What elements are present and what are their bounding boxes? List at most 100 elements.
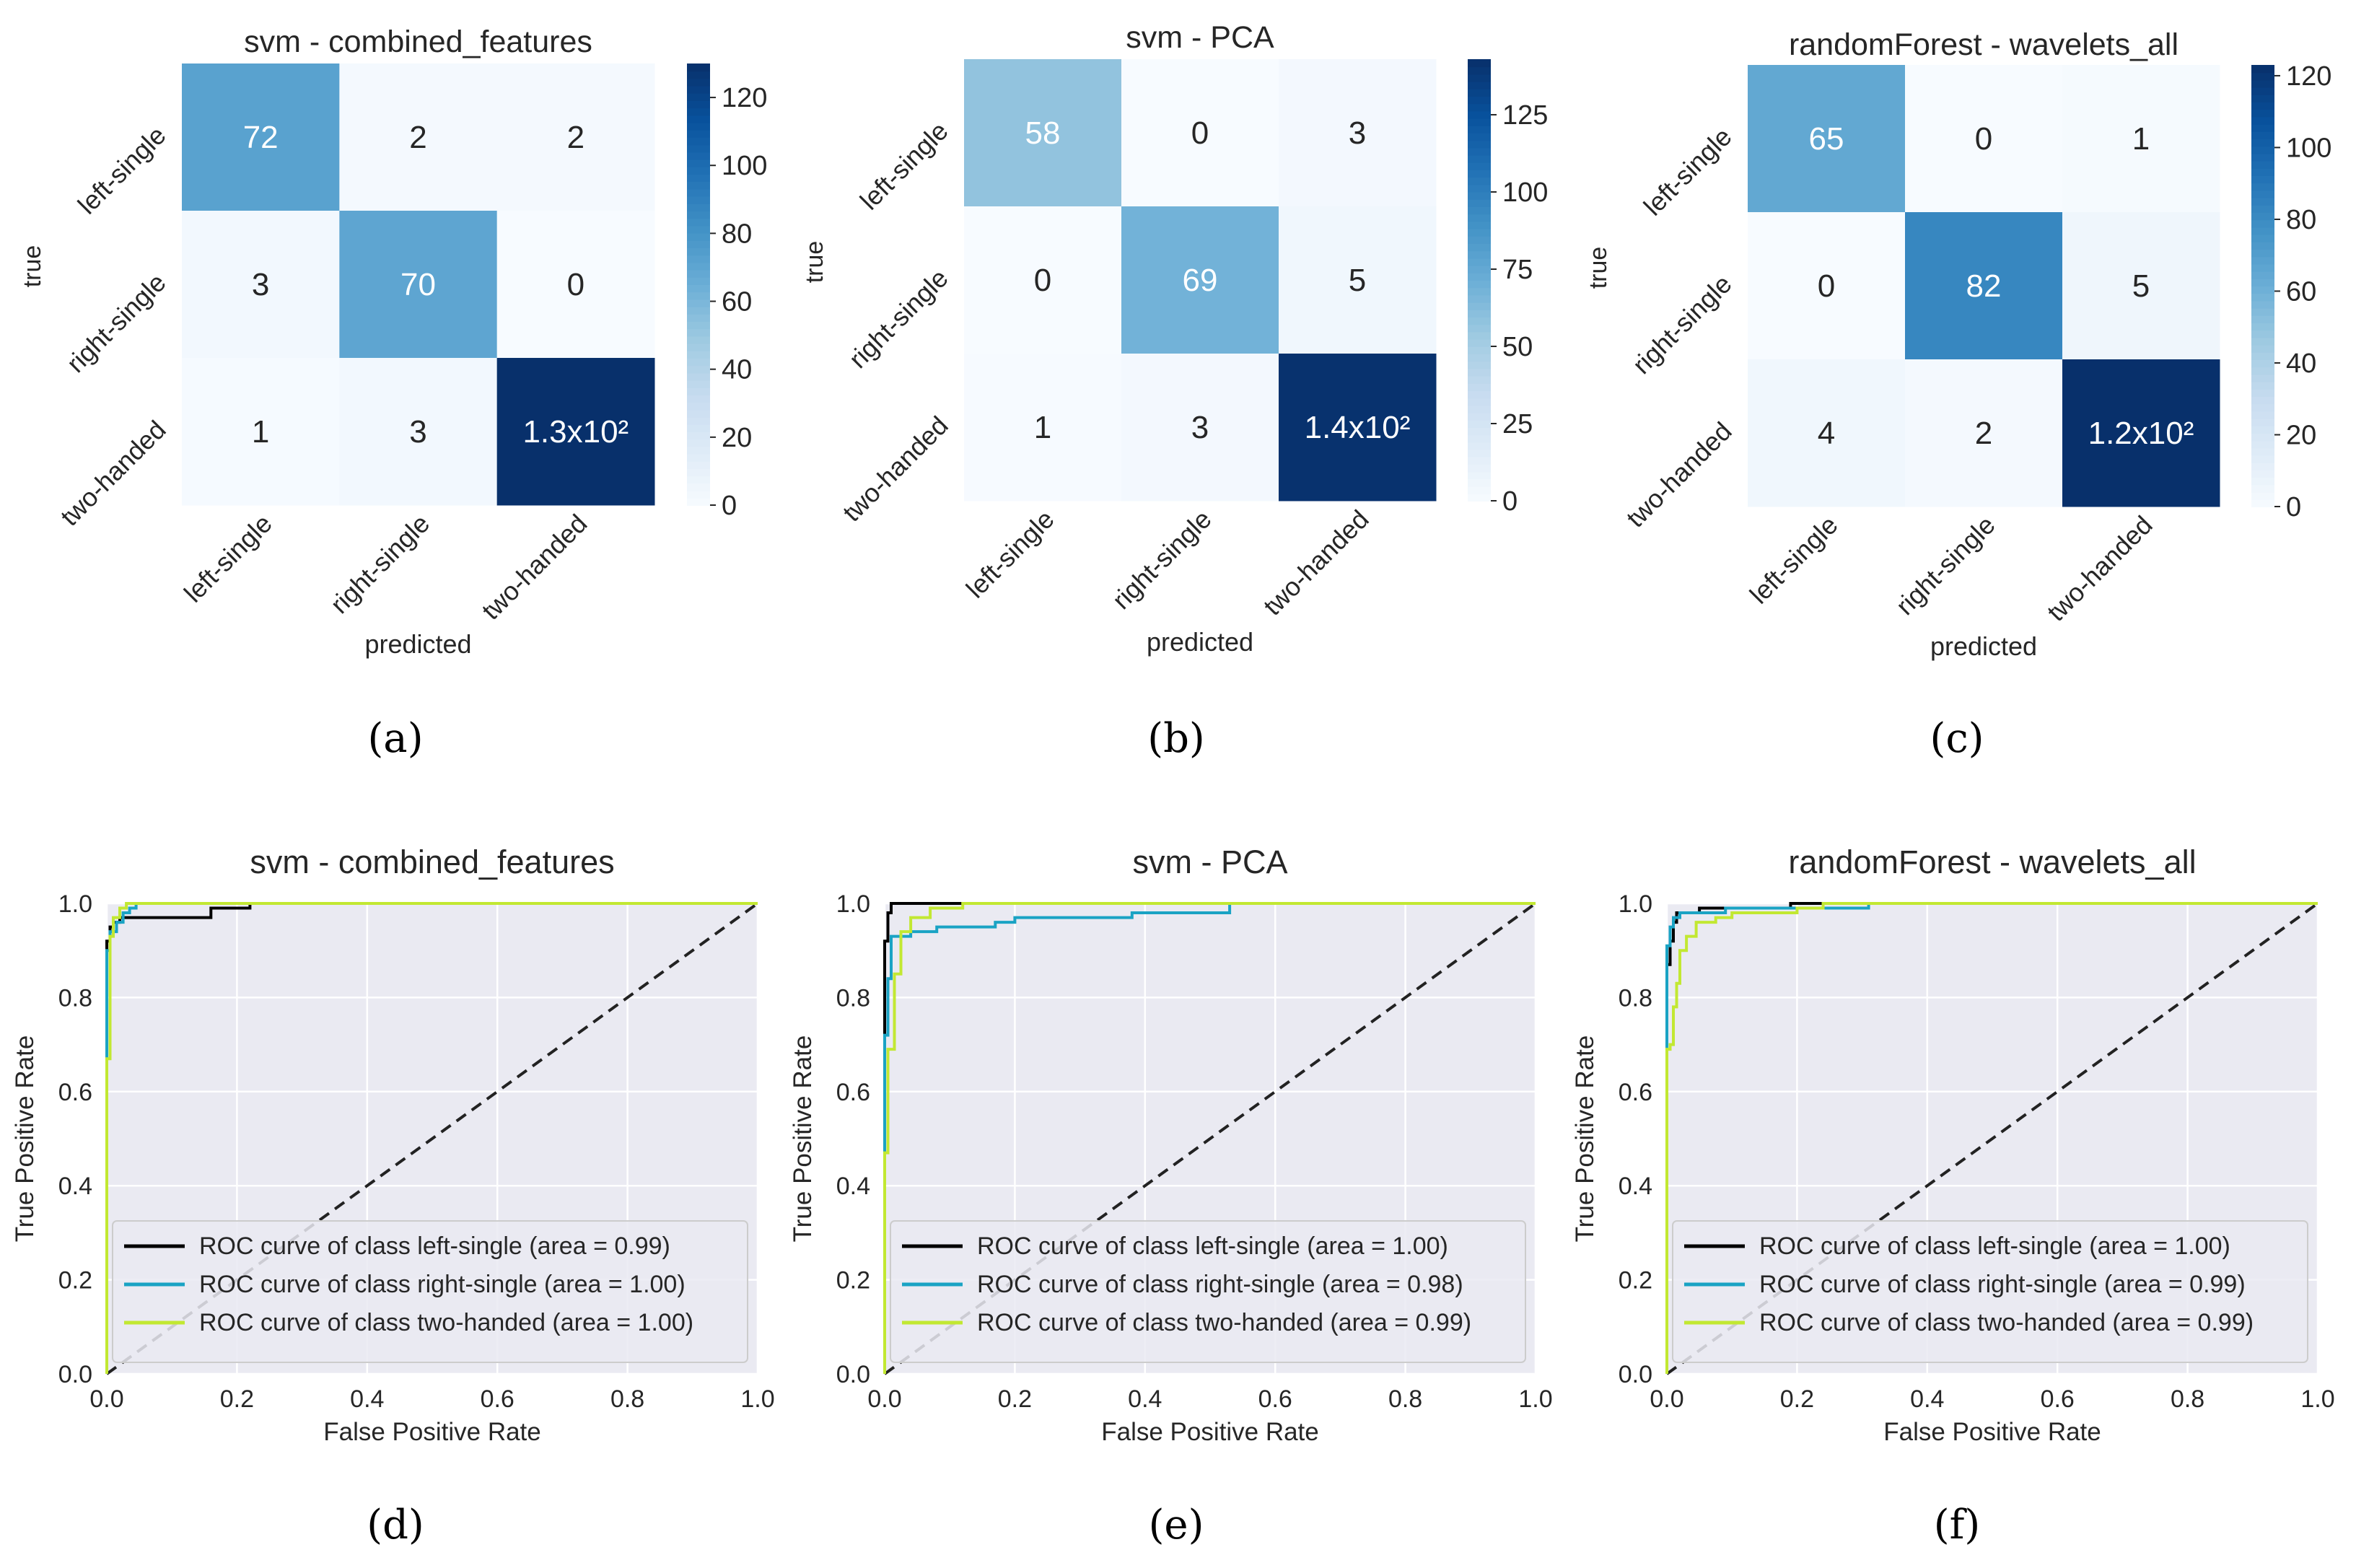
cell-value-label: 2 — [1975, 416, 1992, 451]
colorbar-segment — [687, 439, 710, 447]
colorbar-segment — [1468, 184, 1491, 193]
cell-value-label: 2 — [567, 120, 584, 155]
heatmap-cell — [964, 59, 1122, 207]
colorbar-segment — [2251, 455, 2274, 463]
roc-chart-3: 0.00.0 0.2 0.2 0.4 0.4 0.6 0.6 0.8 0.8 1.0 1.0 rand… — [1571, 844, 2335, 1549]
cell-value-label: 0 — [567, 267, 584, 302]
colorbar-tick-label: 60 — [722, 287, 752, 317]
y-tick-label: 1.0 — [58, 890, 92, 918]
colorbar-segment — [687, 284, 710, 293]
colorbar-segment — [1468, 368, 1491, 377]
x-tick-label: 0.0 — [867, 1385, 901, 1413]
colorbar-segment — [687, 395, 710, 403]
colorbar-segment — [687, 248, 710, 256]
colorbar-segment — [2251, 381, 2274, 390]
cell-value-label: 5 — [1349, 263, 1366, 298]
legend-box — [1672, 1220, 2308, 1363]
colorbar-segment — [2251, 278, 2274, 286]
x-tick-label: 0.0 — [1650, 1385, 1683, 1413]
x-tick-label: 0.4 — [1128, 1385, 1162, 1413]
colorbar-segment — [2251, 183, 2274, 191]
colorbar-segment — [687, 306, 710, 315]
colorbar-segment — [1468, 442, 1491, 450]
colorbar-segment — [687, 71, 710, 79]
colorbar-segment — [1468, 302, 1491, 310]
x-axis-label: False Positive Rate — [1883, 1418, 2101, 1446]
colorbar-segment — [687, 108, 710, 116]
colorbar-segment — [1468, 272, 1491, 281]
colorbar-segment — [687, 225, 710, 234]
colorbar-segment — [687, 232, 710, 241]
x-tick-label: 0.2 — [1780, 1385, 1814, 1413]
colorbar-segment — [2251, 219, 2274, 228]
colorbar-segment — [2251, 491, 2274, 500]
colorbar-segment — [1468, 191, 1491, 200]
colorbar-segment — [2251, 146, 2274, 154]
heatmap-cell — [496, 358, 655, 506]
heatmap-cell — [964, 206, 1122, 354]
colorbar-segment — [687, 269, 710, 278]
confusion-matrix-2: svm - PCA 58 0 3 0 69 5 1 3 1.4x10² left-single rig… — [801, 20, 1548, 762]
cell-value-label: 0 — [1191, 115, 1209, 151]
colorbar-segment — [687, 255, 710, 263]
colorbar-tick-label: 100 — [1502, 178, 1548, 208]
colorbar-segment — [687, 174, 710, 183]
colorbar-segment — [687, 129, 710, 138]
colorbar-segment — [687, 387, 710, 395]
colorbar-segment — [2251, 315, 2274, 323]
colorbar-segment — [687, 166, 710, 175]
legend-entry-label: ROC curve of class left-single (area = 1… — [977, 1232, 1448, 1260]
colorbar-segment — [1468, 280, 1491, 289]
colorbar-segment — [2251, 440, 2274, 449]
colorbar-tick-label: 50 — [1502, 332, 1533, 362]
colorbar-segment — [1468, 338, 1491, 347]
colorbar-segment — [2251, 499, 2274, 507]
colorbar-segment — [2251, 212, 2274, 221]
x-axis-label: predicted — [1147, 627, 1253, 657]
y-axis-label: true — [1585, 247, 1612, 289]
y-tick-label: 0.4 — [58, 1173, 92, 1200]
colorbar-segment — [687, 453, 710, 462]
colorbar-segment — [687, 218, 710, 227]
chart-title: svm - PCA — [1132, 844, 1287, 880]
cell-value-label: 1.4x10² — [1305, 410, 1411, 445]
colorbar-segment — [2251, 286, 2274, 294]
heatmap-cell — [1748, 359, 1906, 507]
y-axis-label: True Positive Rate — [1571, 1035, 1599, 1243]
y-tick-label: 0.2 — [1619, 1267, 1652, 1295]
row-tick-label: two-handed — [55, 415, 172, 532]
colorbar-segment — [2251, 477, 2274, 486]
x-tick-label: 0.8 — [610, 1385, 644, 1413]
cell-value-label: 3 — [1349, 115, 1366, 151]
colorbar-segment — [687, 328, 710, 337]
heatmap-cell — [339, 63, 498, 211]
colorbar-segment — [2251, 462, 2274, 470]
y-tick-label: 0.4 — [836, 1173, 870, 1200]
y-tick-label: 0.2 — [836, 1267, 870, 1295]
colorbar-segment — [1468, 427, 1491, 436]
colorbar-segment — [1468, 125, 1491, 133]
cell-value-label: 3 — [409, 414, 426, 450]
heatmap-cell — [1905, 65, 2063, 213]
colorbar-tick-label: 25 — [1502, 409, 1533, 439]
column-tick-label: two-handed — [1258, 504, 1375, 621]
colorbar-tick-label: 80 — [2286, 205, 2316, 235]
colorbar-segment — [1468, 390, 1491, 399]
colorbar-segment — [2251, 65, 2274, 74]
colorbar-segment — [2251, 116, 2274, 125]
colorbar-segment — [687, 152, 710, 160]
cell-value-label: 3 — [1191, 410, 1209, 445]
colorbar-segment — [1468, 198, 1491, 207]
colorbar-segment — [2251, 330, 2274, 338]
heatmap-cell — [964, 354, 1122, 502]
colorbar-segment — [2251, 403, 2274, 412]
colorbar-segment — [1468, 486, 1491, 494]
confusion-matrix-3: randomForest - wavelets_all 65 0 1 0 82 5 4 2 1.2… — [1585, 27, 2331, 762]
colorbar-segment — [687, 446, 710, 455]
cell-value-label: 70 — [400, 267, 436, 302]
colorbar-segment — [2251, 204, 2274, 213]
colorbar-segment — [687, 409, 710, 418]
roc-series-line-3 — [105, 902, 758, 1374]
colorbar-segment — [687, 343, 710, 351]
colorbar-segment — [1468, 324, 1491, 333]
